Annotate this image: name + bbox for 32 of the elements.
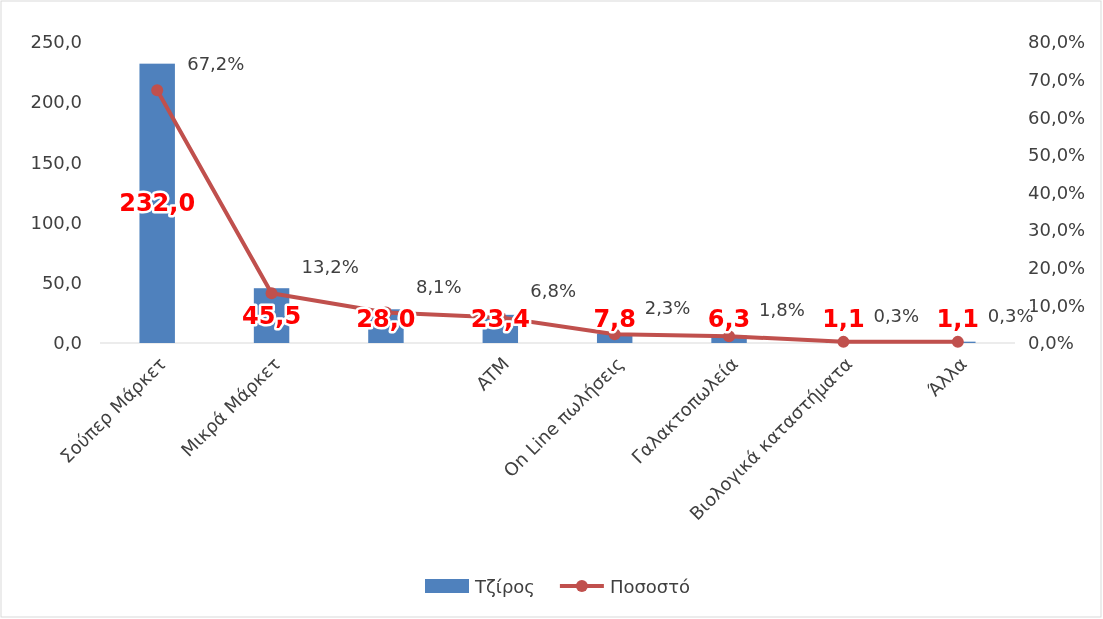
y-tick-label: 250,0 <box>30 31 82 53</box>
y-tick-label: 150,0 <box>30 151 82 173</box>
y2-tick-label: 70,0% <box>1028 68 1086 90</box>
y2-tick-label: 50,0% <box>1028 144 1086 166</box>
point <box>151 84 164 97</box>
y2-tick-label: 80,0% <box>1028 31 1086 53</box>
point <box>837 335 850 348</box>
y2-tick-label: 40,0% <box>1028 181 1086 203</box>
data-label: 6,8% <box>530 280 577 302</box>
data-label: 0,3% <box>873 304 920 326</box>
legend-label: Τζίρος <box>474 576 535 597</box>
y-tick-label: 0,0 <box>53 332 82 354</box>
data-label: 13,2% <box>301 256 359 278</box>
y-tick-label: 100,0 <box>30 211 82 233</box>
data-label: 23,4 <box>470 305 530 333</box>
data-label: 8,1% <box>415 275 462 297</box>
data-label: 6,3 <box>707 305 751 333</box>
data-label: 1,1 <box>822 305 865 333</box>
y-tick-label: 50,0 <box>41 272 82 294</box>
data-label: 1,8% <box>759 299 805 321</box>
y2-tick-label: 60,0% <box>1028 106 1086 128</box>
data-label: 67,2% <box>187 53 245 75</box>
data-label: 2,3% <box>644 297 691 319</box>
y2-tick-label: 30,0% <box>1028 219 1086 241</box>
point <box>265 287 278 300</box>
data-label: 1,1 <box>936 305 980 333</box>
y2-tick-label: 0,0% <box>1028 332 1074 354</box>
y2-tick-label: 20,0% <box>1028 257 1086 279</box>
data-label: 7,8 <box>593 305 636 333</box>
legend-label: Ποσοστό <box>609 576 691 597</box>
y-tick-label: 200,0 <box>30 91 82 113</box>
point <box>951 335 964 348</box>
